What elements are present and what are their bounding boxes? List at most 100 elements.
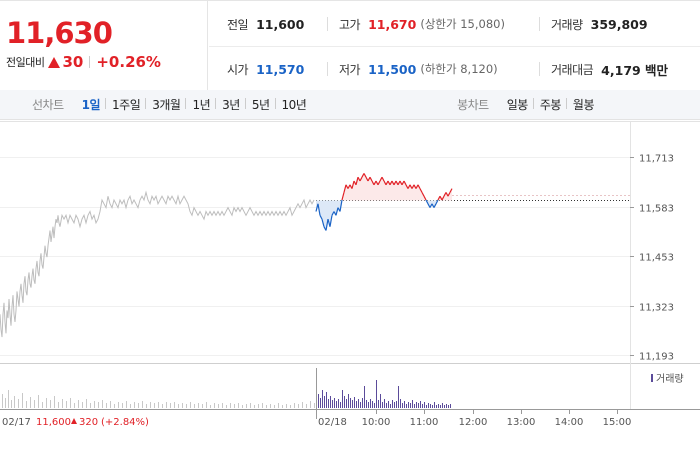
intraday-chart[interactable]: 11,713 11,583 11,453 11,323 11,193 거래량 02/17…: [0, 121, 700, 450]
period-bar: 선차트 1일 1주일 3개월 1년 3년 5년 10년 봉차트 일봉 주봉 월봉: [0, 90, 700, 120]
today-segment: [369, 176, 373, 182]
today-segment: [363, 173, 367, 178]
time-tick-label: 14:00: [555, 417, 584, 428]
prev-change-label: 320: [79, 417, 98, 428]
prev-change-pct-label: (+2.84%): [101, 417, 149, 428]
today-segment: [359, 176, 363, 182]
lower-limit: (하한가 8,120): [420, 62, 498, 76]
tab-weekly-candle[interactable]: 주봉: [532, 96, 567, 113]
today-segment: [423, 195, 427, 201]
today-segment: [321, 218, 325, 227]
volume-value: 359,809: [590, 16, 648, 32]
volume-legend-swatch: [651, 374, 653, 382]
volume-legend-label: 거래량: [656, 373, 684, 385]
time-tick-label: 10:00: [362, 417, 391, 428]
amount-label: 거래대금: [551, 62, 594, 77]
high-value: 11,670: [368, 16, 417, 32]
tab-daily-candle[interactable]: 일봉: [506, 98, 529, 112]
today-segment: [425, 199, 429, 205]
today-segment: [435, 199, 439, 205]
today-segment: [325, 218, 329, 231]
upper-limit: (상한가 15,080): [420, 17, 505, 31]
time-tick-label: 15:00: [603, 417, 632, 428]
today-segment: [377, 180, 381, 186]
quote-details: 전일 11,600 고가 11,670 (상한가 15,080) 거래량 359…: [209, 1, 700, 91]
below-fill: [330, 200, 332, 227]
change-percent: +0.26%: [96, 53, 161, 71]
today-segment: [421, 192, 425, 197]
divider: [89, 56, 91, 68]
tab-10y[interactable]: 10년: [274, 96, 313, 113]
price-lines: [0, 173, 453, 338]
below-fill: [320, 200, 322, 220]
below-fill: [326, 200, 328, 231]
open-label: 시가: [227, 62, 249, 77]
y-tick-label: 11,713: [639, 154, 674, 165]
today-fill: [316, 173, 452, 231]
tab-1w[interactable]: 1주일: [105, 96, 146, 113]
tab-5y[interactable]: 5년: [244, 96, 276, 113]
trade-amount: 거래대금 4,179 백만: [538, 47, 669, 91]
today-segment: [433, 203, 437, 208]
y-tick-label: 11,193: [639, 352, 674, 363]
high-label: 고가: [339, 17, 361, 32]
tab-1d[interactable]: 1일: [81, 98, 101, 112]
volume: 거래량 359,809: [539, 2, 648, 46]
open-price: 시가 11,570: [227, 47, 304, 91]
today-segment: [343, 184, 347, 193]
prev-close-value: 11,600: [256, 16, 305, 32]
line-chart-label: 선차트: [32, 98, 64, 112]
today-segment: [381, 176, 385, 182]
today-segment: [335, 207, 339, 216]
tab-1y[interactable]: 1년: [185, 96, 216, 113]
prev-close-label: 전일: [227, 17, 249, 32]
amount-value: 4,179 백만: [601, 62, 669, 78]
prev-date-label: 02/17: [2, 417, 31, 428]
prev-close: 전일 11,600: [227, 2, 304, 46]
below-fill: [338, 200, 340, 212]
price-fill: [316, 173, 452, 231]
today-segment: [417, 184, 421, 189]
today-segment: [447, 192, 451, 197]
tab-3y[interactable]: 3년: [215, 96, 246, 113]
volume-bars: 거래량: [2, 373, 684, 408]
time-tick-label: 13:00: [507, 417, 536, 428]
today-segment: [351, 180, 355, 189]
tab-3m[interactable]: 3개월: [145, 96, 186, 113]
volume-label: 거래량: [551, 17, 583, 32]
tab-monthly-candle[interactable]: 월봉: [565, 96, 600, 113]
today-segment: [419, 188, 423, 193]
up-triangle-icon: [71, 418, 77, 424]
change-value: 30: [62, 53, 84, 71]
low-price: 저가 11,500 (하한가 8,120): [327, 47, 498, 91]
today-segment: [319, 215, 323, 220]
high-price: 고가 11,670 (상한가 15,080): [327, 2, 505, 46]
today-segment: [317, 203, 321, 216]
today-segment: [441, 195, 445, 201]
today-segment: [329, 215, 333, 227]
candle-chart-label: 봉차트: [457, 98, 489, 112]
chart-gridlines: [0, 121, 700, 410]
current-price-box: 11,630 전일대비 30 +0.26%: [0, 1, 208, 91]
price-change: 전일대비 30 +0.26%: [6, 53, 161, 71]
prev-close-label: 11,600: [36, 417, 71, 428]
today-segment: [403, 180, 407, 186]
today-date-label: 02/18: [318, 417, 347, 428]
today-segment: [341, 192, 345, 201]
today-segment: [339, 199, 343, 212]
y-tick-label: 11,453: [639, 253, 674, 264]
y-tick-label: 11,583: [639, 204, 674, 215]
current-price: 11,630: [6, 16, 113, 50]
row-divider: [209, 46, 700, 47]
below-fill: [324, 200, 326, 231]
up-triangle-icon: [48, 56, 61, 68]
y-axis: 11,713 11,583 11,453 11,323 11,193: [630, 154, 674, 363]
y-tick-label: 11,323: [639, 303, 674, 314]
x-axis: 02/17 11,600 320 (+2.84%) 02/18 10:00 11:00 12:…: [2, 368, 631, 428]
low-value: 11,500: [368, 61, 417, 77]
time-tick-label: 11:00: [410, 417, 439, 428]
today-segment: [449, 188, 453, 193]
today-segment: [355, 177, 359, 185]
time-tick-label: 12:00: [459, 417, 488, 428]
stock-summary: 11,630 전일대비 30 +0.26% 전일 11,600 고가 11,67…: [0, 0, 700, 91]
